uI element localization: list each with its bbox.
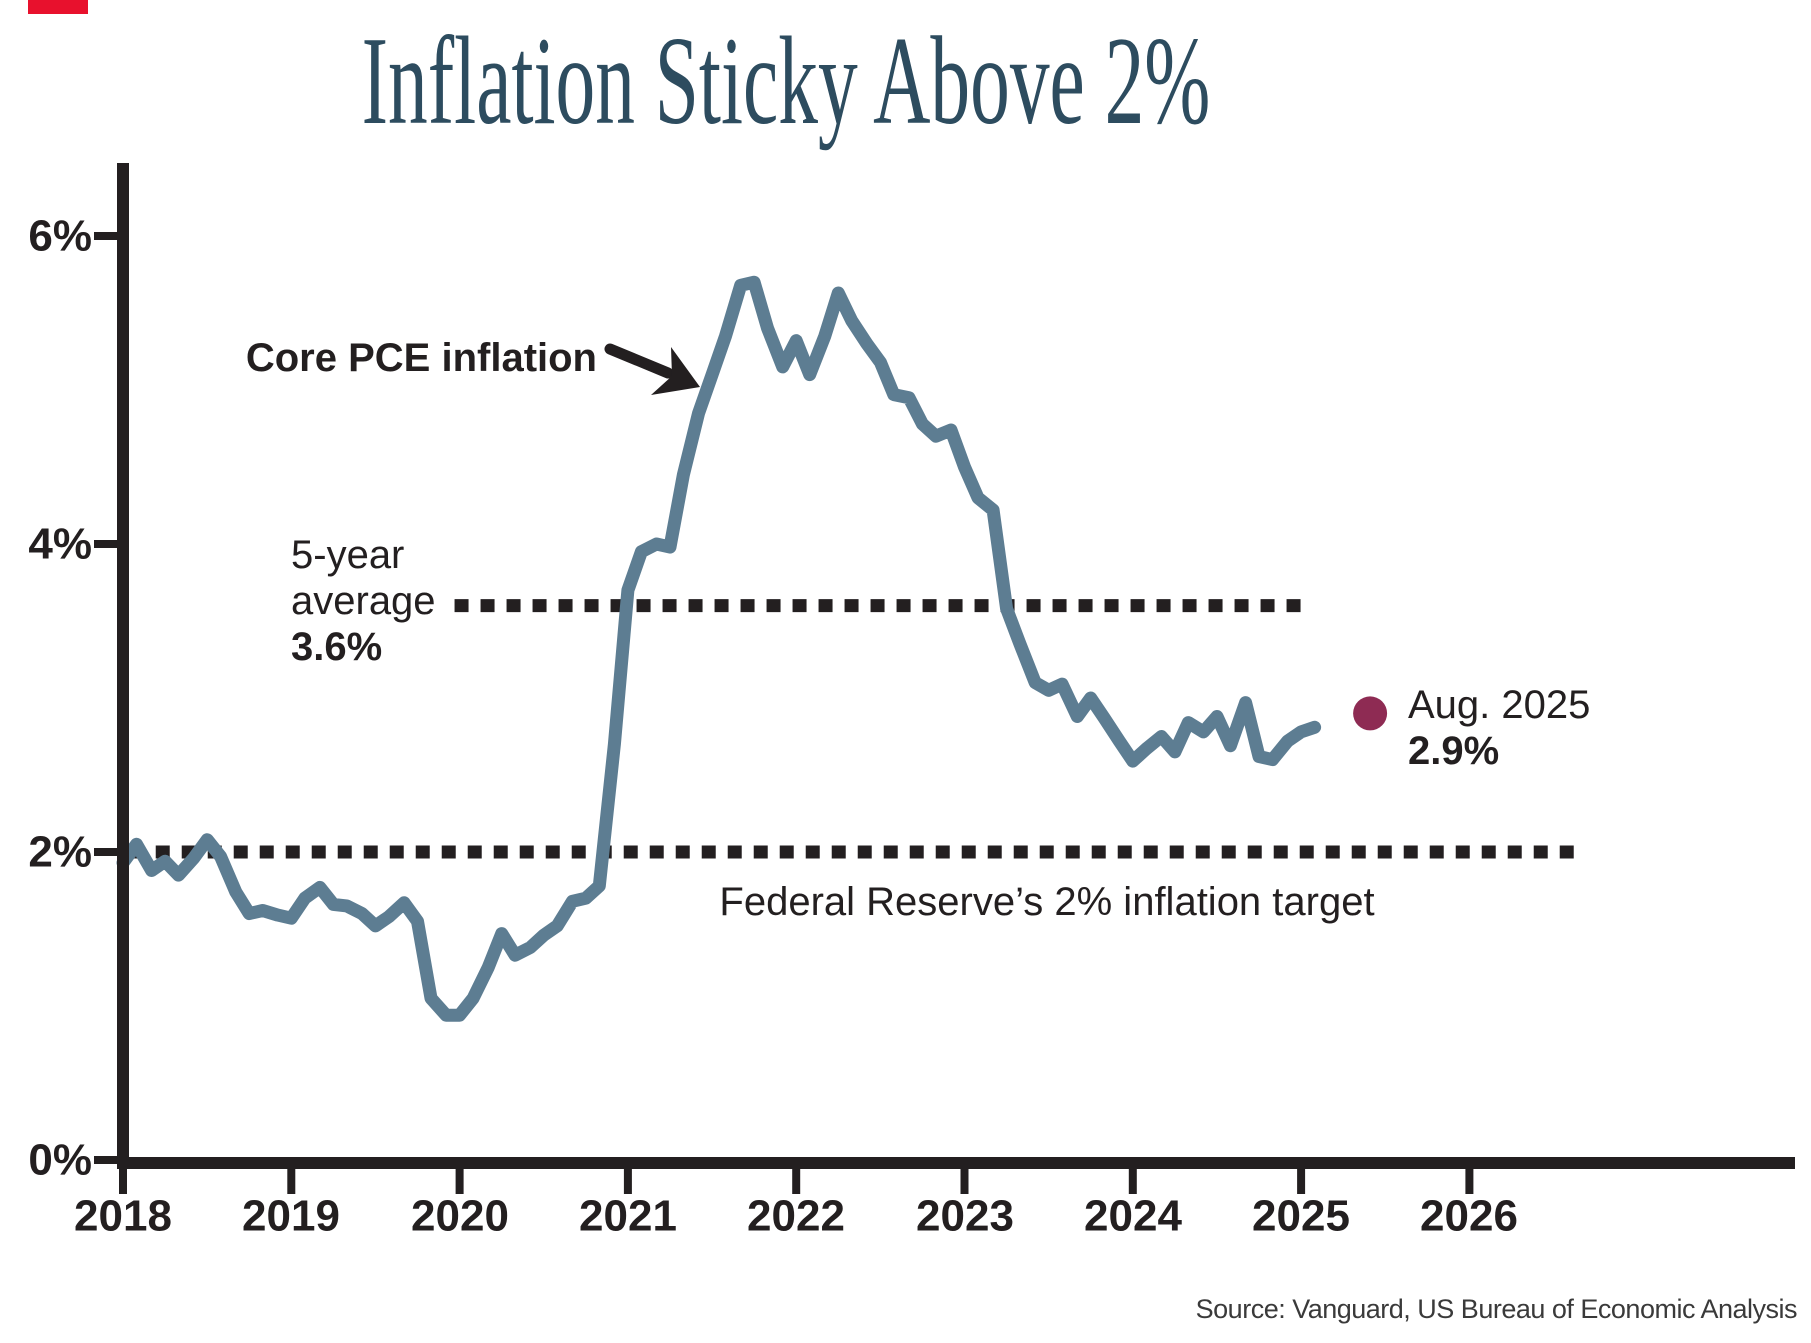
five-year-average-value: 3.6% — [291, 625, 383, 669]
x-tick-2019: 2019 — [242, 1192, 340, 1241]
five-year-average-line2: average — [291, 579, 436, 623]
x-tick-2022: 2022 — [747, 1192, 845, 1241]
y-tick-0pct: 0% — [28, 1136, 92, 1185]
y-tick-6pct: 6% — [28, 212, 92, 261]
axes — [117, 163, 1795, 1169]
latest-point-date: Aug. 2025 — [1408, 683, 1591, 727]
x-tick-2018: 2018 — [74, 1192, 172, 1241]
x-tick-2023: 2023 — [916, 1192, 1014, 1241]
five-year-average-label: 5-year average 3.6% — [291, 532, 436, 670]
core-pce-arrow-icon — [604, 343, 700, 395]
x-tick-2026: 2026 — [1420, 1192, 1518, 1241]
x-tick-labels: 2018 2019 2020 2021 2022 2023 2024 2025 … — [74, 1192, 1518, 1241]
latest-point-callout: Aug. 2025 2.9% — [1408, 682, 1590, 774]
y-tick-4pct: 4% — [28, 520, 92, 569]
fed-target-label: Federal Reserve’s 2% inflation target — [719, 880, 1375, 924]
tick-marks — [94, 232, 1474, 1194]
y-tick-2pct: 2% — [28, 828, 92, 877]
core-pce-label: Core PCE inflation — [245, 336, 597, 380]
red-progress-marker — [28, 0, 88, 14]
reference-lines — [129, 599, 1583, 859]
y-tick-labels: 0% 2% 4% 6% — [28, 212, 92, 1185]
latest-point-dot — [1353, 696, 1388, 731]
latest-point-value: 2.9% — [1408, 729, 1500, 773]
core-pce-line — [116, 275, 1322, 1022]
x-tick-2025: 2025 — [1252, 1192, 1350, 1241]
x-tick-2024: 2024 — [1084, 1192, 1182, 1241]
chart-title: Inflation Sticky Above 2% — [361, 12, 1211, 151]
x-tick-2020: 2020 — [411, 1192, 509, 1241]
x-tick-2021: 2021 — [579, 1192, 677, 1241]
source-attribution: Source: Vanguard, US Bureau of Economic … — [1195, 1294, 1798, 1324]
five-year-average-line1: 5-year — [291, 533, 405, 577]
